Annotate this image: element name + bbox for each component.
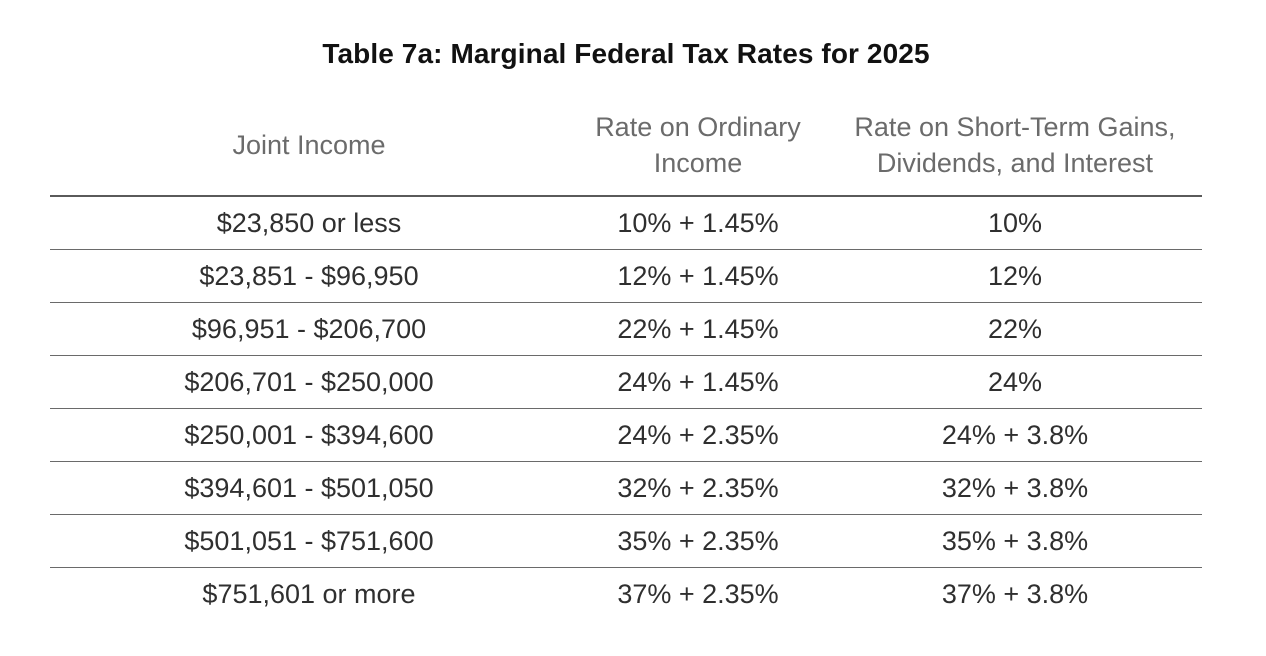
table-row: $23,850 or less 10% + 1.45% 10% [50,196,1202,250]
header-joint-income: Joint Income [50,98,568,197]
table-header: Joint Income Rate on Ordinary Income Rat… [50,98,1202,197]
cell-ordinary-rate: 24% + 1.45% [568,355,828,409]
cell-short-term-rate: 10% [828,196,1202,250]
cell-short-term-rate: 12% [828,249,1202,303]
cell-ordinary-rate: 10% + 1.45% [568,196,828,250]
cell-joint-income: $23,851 - $96,950 [50,249,568,303]
cell-joint-income: $501,051 - $751,600 [50,514,568,568]
header-line: Rate on Ordinary [595,111,801,142]
cell-ordinary-rate: 22% + 1.45% [568,302,828,356]
cell-ordinary-rate: 24% + 2.35% [568,408,828,462]
cell-joint-income: $394,601 - $501,050 [50,461,568,515]
table-row: $394,601 - $501,050 32% + 2.35% 32% + 3.… [50,461,1202,515]
cell-joint-income: $250,001 - $394,600 [50,408,568,462]
header-ordinary-income-rate: Rate on Ordinary Income [568,98,828,197]
table-row: $206,701 - $250,000 24% + 1.45% 24% [50,355,1202,409]
cell-short-term-rate: 24% [828,355,1202,409]
cell-short-term-rate: 35% + 3.8% [828,514,1202,568]
tax-rate-table: Joint Income Rate on Ordinary Income Rat… [50,98,1202,620]
cell-short-term-rate: 24% + 3.8% [828,408,1202,462]
cell-joint-income: $96,951 - $206,700 [50,302,568,356]
cell-ordinary-rate: 37% + 2.35% [617,578,779,609]
table-row: $250,001 - $394,600 24% + 2.35% 24% + 3.… [50,408,1202,462]
cell-ordinary-rate: 35% + 2.35% [568,514,828,568]
cell-ordinary-rate: 32% + 2.35% [568,461,828,515]
cell-joint-income: $23,850 or less [50,196,568,250]
cell-joint-income: $206,701 - $250,000 [50,355,568,409]
header-line: Income [653,147,743,178]
table-row: $501,051 - $751,600 35% + 2.35% 35% + 3.… [50,514,1202,568]
cell-ordinary-rate: 12% + 1.45% [568,249,828,303]
cell-short-term-rate: 37% + 3.8% [941,578,1089,609]
table-title: Table 7a: Marginal Federal Tax Rates for… [322,38,930,69]
cell-short-term-rate: 22% [828,302,1202,356]
cell-joint-income: $751,601 or more [202,578,416,609]
header-line: Dividends, and Interest [876,147,1154,178]
table-row: $23,851 - $96,950 12% + 1.45% 12% [50,249,1202,303]
header-short-term-gains-rate: Rate on Short-Term Gains, Dividends, and… [828,98,1202,197]
header-row: Joint Income Rate on Ordinary Income Rat… [50,98,1202,197]
header-line: Rate on Short-Term Gains, [854,111,1176,142]
table-body: $23,850 or less 10% + 1.45% 10% $23,851 … [50,196,1202,620]
table-row: $751,601 or more 37% + 2.35% 37% + 3.8% [50,568,1202,621]
header-line: Joint Income [232,129,386,160]
table-row: $96,951 - $206,700 22% + 1.45% 22% [50,302,1202,356]
cell-short-term-rate: 32% + 3.8% [828,461,1202,515]
